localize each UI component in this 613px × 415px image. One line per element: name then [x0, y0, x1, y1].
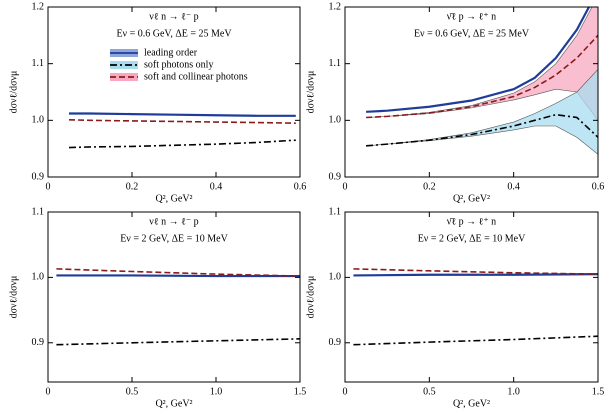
plot-frame	[47, 6, 301, 178]
series-line	[353, 273, 598, 277]
uncertainty-band	[366, 68, 598, 155]
series-line	[56, 274, 300, 278]
x-tick-label: 1.5	[294, 386, 307, 397]
panel-subtitle: Eν = 0.6 GeV, ΔE = 25 MeV	[116, 28, 232, 39]
series-line	[366, 113, 598, 147]
legend-label: leading order	[144, 47, 198, 58]
x-tick-label: 1.5	[592, 386, 605, 397]
x-tick-label: 0.5	[126, 386, 139, 397]
x-tick-label: 0	[343, 386, 348, 397]
x-tick-label: 0.4	[210, 181, 223, 192]
x-axis-label: Q², GeV²	[453, 193, 490, 204]
y-tick-label: 1.1	[32, 58, 45, 69]
panel-subtitle: Eν = 2 GeV, ΔE = 10 MeV	[120, 233, 228, 244]
series-line	[56, 338, 300, 346]
legend-label: soft and collinear photons	[144, 71, 248, 82]
plot-area	[353, 268, 598, 346]
y-tick-label: 1.0	[329, 115, 342, 126]
plot-area	[366, 7, 598, 155]
panel-title: νℓ n → ℓ⁻ p	[149, 216, 198, 227]
x-tick-label: 0.6	[294, 181, 307, 192]
plot-area	[56, 268, 300, 346]
y-axis-label: dσνℓ/dσνμ	[305, 276, 316, 319]
series-line	[366, 7, 591, 113]
y-tick-label: 0.9	[32, 337, 45, 348]
x-axis-label: Q², GeV²	[155, 398, 192, 409]
legend-band	[110, 61, 138, 69]
series-line	[69, 112, 296, 117]
x-axis-label: Q², GeV²	[453, 398, 490, 409]
panel: 0 0.5 1.0 1.5 0.9 1.0 1.1 νℓ n → ℓ⁻ p Eν = 2 GeV…	[8, 206, 306, 409]
x-tick-label: 0	[46, 386, 51, 397]
panel: 0 0.2 0.4 0.6 0.9 1.0 1.1 1.2 ν̄ℓ p → ℓ⁺ n Eν = 0…	[305, 1, 605, 204]
series-line	[56, 268, 300, 277]
y-tick-label: 0.9	[32, 171, 45, 182]
x-tick-label: 0.2	[126, 181, 139, 192]
panel: 0 0.2 0.4 0.6 0.9 1.0 1.1 1.2 νℓ n → ℓ⁻ p Eν = 0.…	[8, 1, 306, 204]
x-tick-label: 0.2	[423, 181, 436, 192]
y-tick-label: 1.2	[32, 1, 45, 12]
y-tick-label: 1.1	[329, 206, 342, 217]
series-line	[353, 268, 598, 275]
series-line	[366, 34, 598, 119]
panel-title: νℓ n → ℓ⁻ p	[149, 11, 198, 22]
y-tick-label: 1.0	[329, 272, 342, 283]
plot-frame	[47, 211, 301, 383]
panel-subtitle: Eν = 0.6 GeV, ΔE = 25 MeV	[414, 28, 530, 39]
plot-frame	[344, 211, 599, 383]
x-tick-label: 0	[343, 181, 348, 192]
panel-title: ν̄ℓ p → ℓ⁺ n	[447, 11, 496, 22]
y-tick-label: 0.9	[329, 171, 342, 182]
y-axis-label: dσνℓ/dσνμ	[8, 71, 19, 114]
panel: 0 0.5 1.0 1.5 0.9 1.0 1.1 ν̄ℓ p → ℓ⁺ n Eν = 2 Ge…	[305, 206, 604, 409]
x-tick-label: 1.0	[210, 386, 223, 397]
y-tick-label: 1.0	[32, 272, 45, 283]
x-tick-label: 0.4	[507, 181, 520, 192]
y-tick-label: 1.0	[32, 115, 45, 126]
y-tick-label: 1.1	[32, 206, 45, 217]
plot-frame	[344, 6, 599, 178]
plot-area	[68, 112, 296, 149]
y-tick-label: 0.9	[329, 337, 342, 348]
series-line	[353, 335, 598, 346]
x-tick-label: 0.5	[423, 386, 436, 397]
x-tick-label: 0.6	[592, 181, 605, 192]
legend-label: soft photons only	[144, 59, 213, 70]
panel-title: ν̄ℓ p → ℓ⁺ n	[447, 216, 496, 227]
y-tick-label: 1.1	[329, 58, 342, 69]
x-tick-label: 1.0	[507, 386, 520, 397]
panel-subtitle: Eν = 2 GeV, ΔE = 10 MeV	[418, 233, 526, 244]
series-line	[68, 139, 296, 149]
series-line	[68, 118, 296, 124]
uncertainty-band	[366, 7, 598, 121]
x-axis-label: Q², GeV²	[155, 193, 192, 204]
y-axis-label: dσνℓ/dσνμ	[305, 71, 316, 114]
x-tick-label: 0	[46, 181, 51, 192]
y-axis-label: dσνℓ/dσνμ	[8, 276, 19, 319]
y-tick-label: 1.2	[329, 1, 342, 12]
